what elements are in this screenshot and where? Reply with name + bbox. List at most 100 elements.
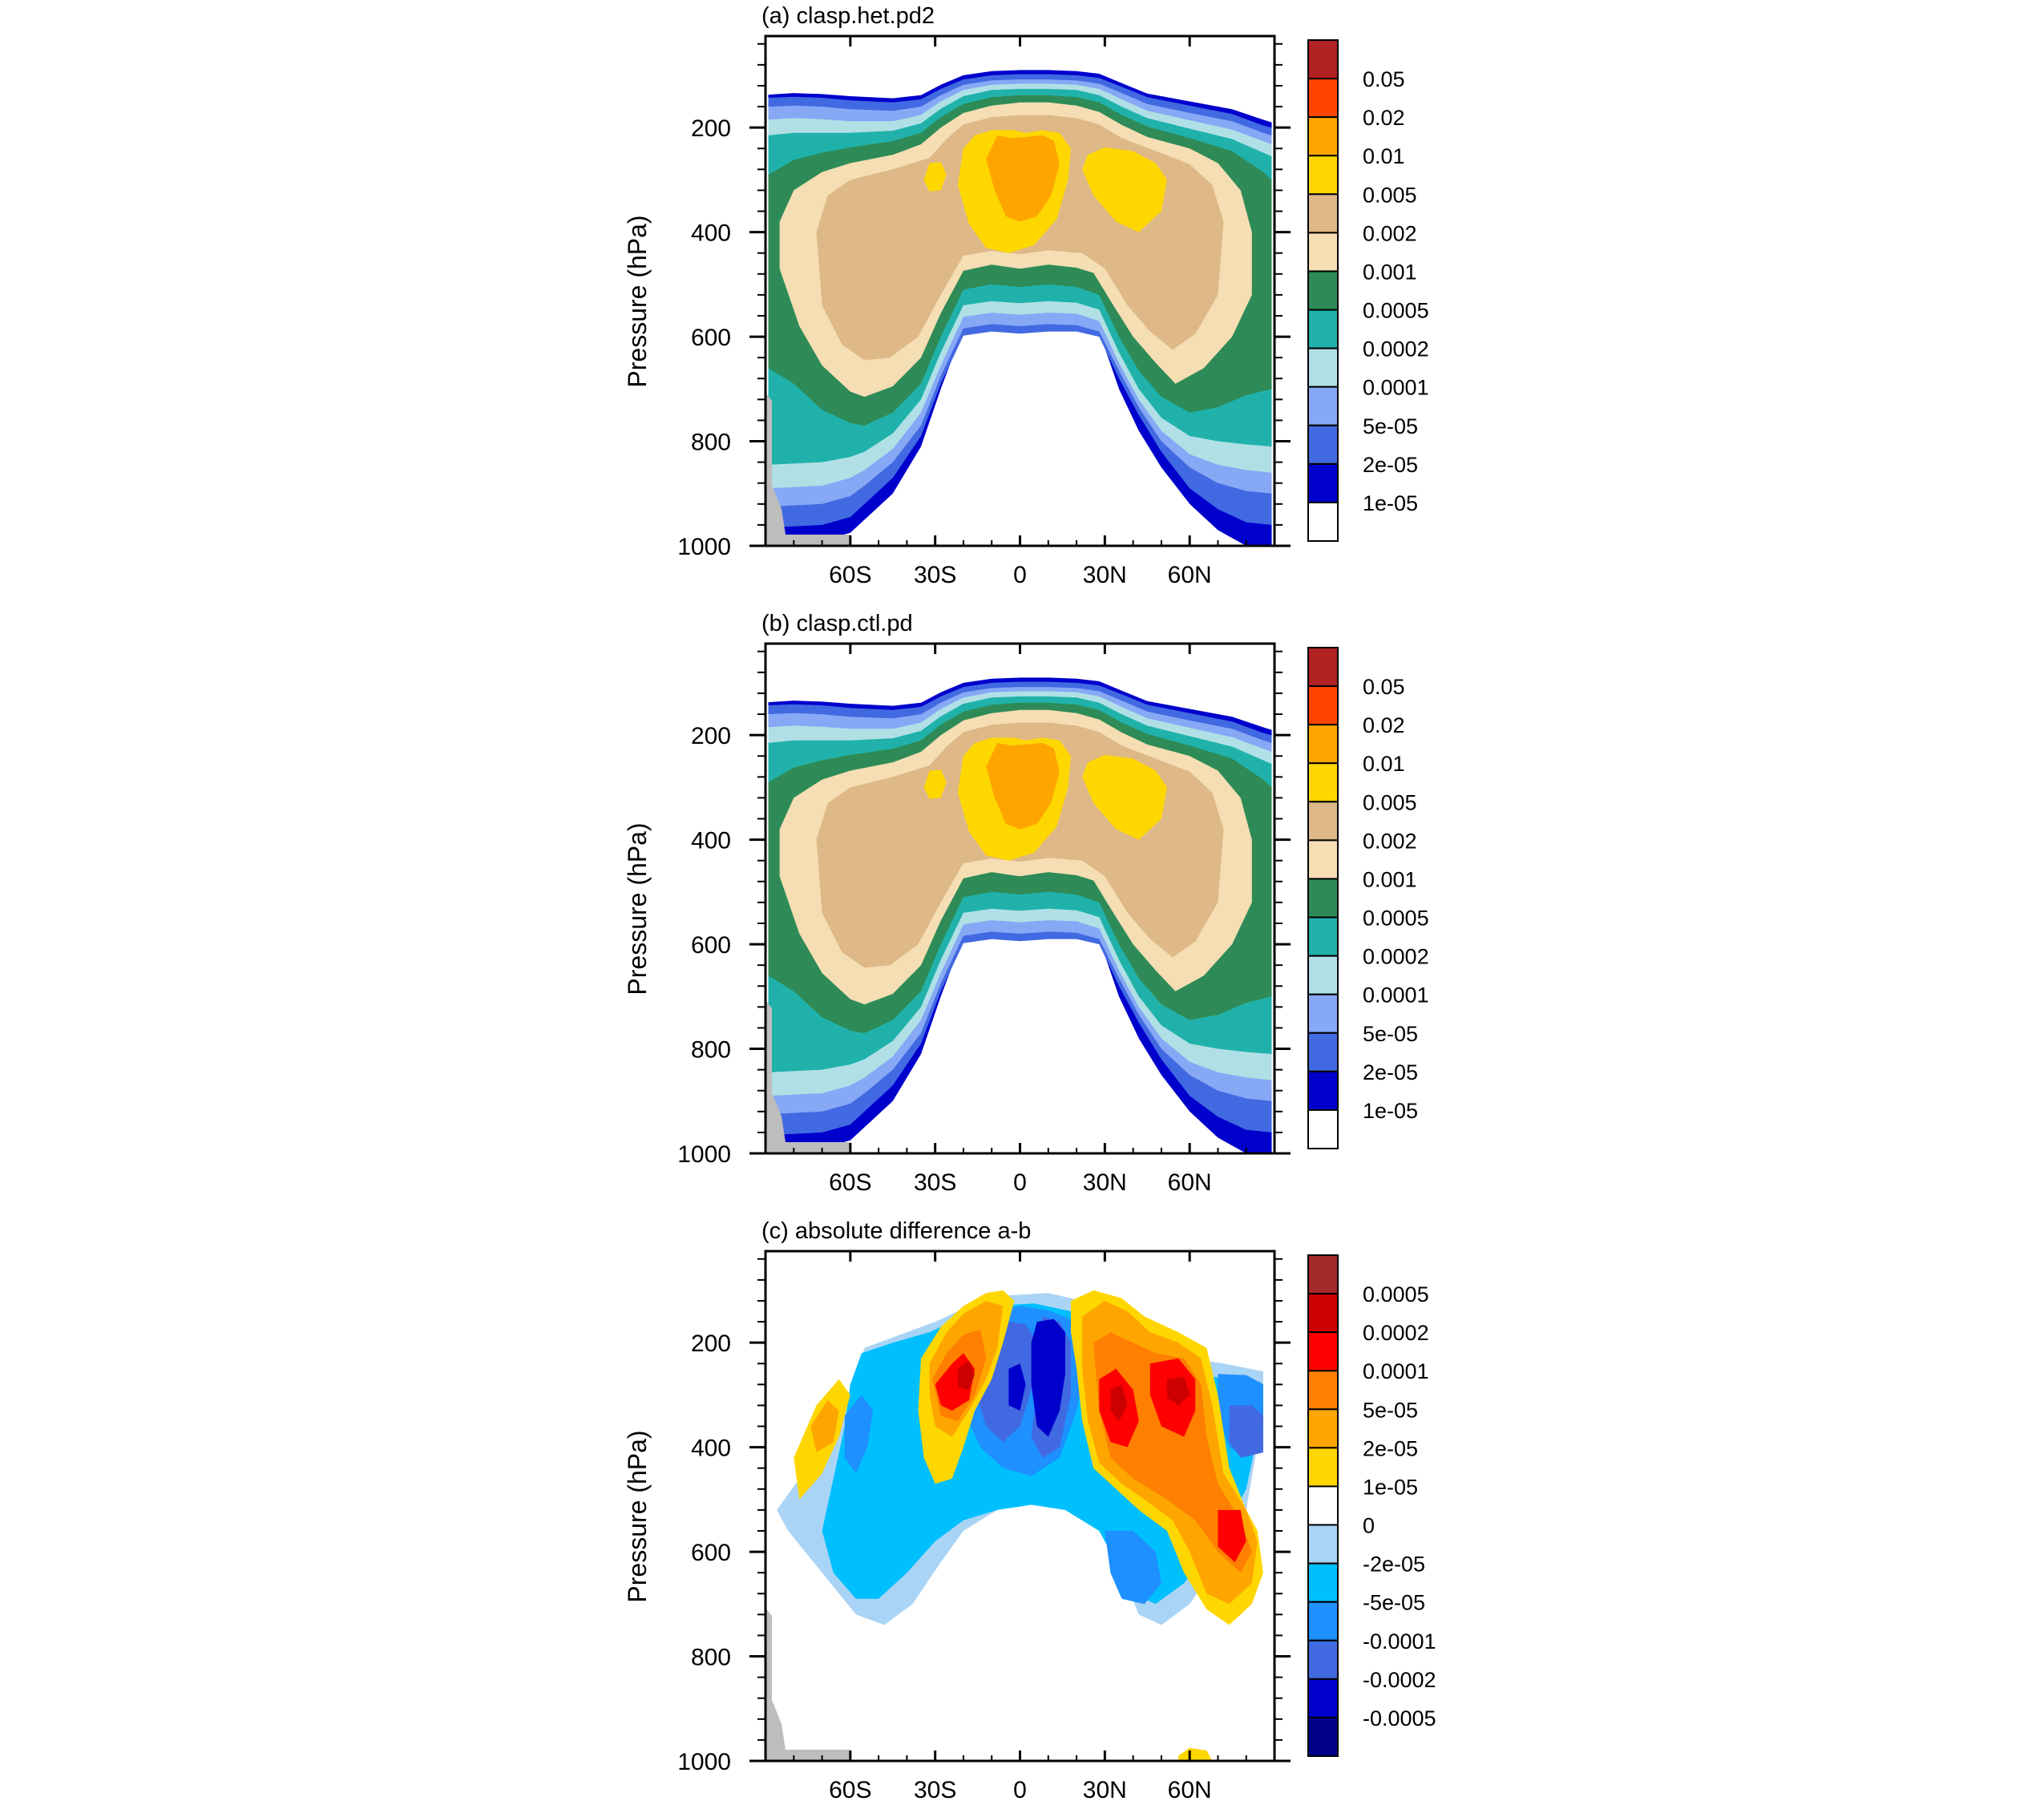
y-tick-label: 200 <box>691 1331 731 1357</box>
y-tick-label: 600 <box>691 325 731 351</box>
y-tick-label: 200 <box>691 723 731 749</box>
colorbar-label: 5e-05 <box>1363 1398 1418 1422</box>
colorbar-label: 2e-05 <box>1363 1060 1418 1084</box>
colorbar-swatch <box>1307 839 1339 880</box>
contour-region <box>1110 1384 1128 1421</box>
colorbar-label: 1e-05 <box>1363 491 1418 515</box>
colorbar-label: 0.002 <box>1363 829 1417 853</box>
missing-data-mask <box>765 393 850 546</box>
colorbar-swatch <box>1307 878 1339 919</box>
contour-fills <box>765 70 1272 546</box>
x-tick-label: 30S <box>914 562 956 588</box>
panel-b: (b) clasp.ctl.pd Pressure (hPa) 60S 30S 0 3… <box>623 611 1429 1196</box>
y-tick-label: 600 <box>691 932 731 959</box>
contour-region <box>923 769 947 799</box>
colorbar-swatch <box>1307 155 1339 196</box>
x-tick-label: 0 <box>1013 562 1027 588</box>
colorbar-swatch <box>1307 1639 1339 1680</box>
colorbar-swatch <box>1307 1601 1339 1641</box>
colorbar-label: 0.0001 <box>1363 983 1429 1007</box>
y-tick-label: 1000 <box>677 1141 731 1168</box>
colorbar-label: 0.0001 <box>1363 376 1429 400</box>
x-tick-label: 60N <box>1168 562 1212 588</box>
contour-region <box>810 1399 839 1453</box>
y-tick-label: 400 <box>691 220 731 247</box>
colorbar-label: 1e-05 <box>1363 1099 1418 1123</box>
colorbar-label: 0.01 <box>1363 144 1405 168</box>
x-tick-label: 30N <box>1083 1169 1127 1196</box>
plot-frame <box>764 642 1276 1155</box>
x-tick-label: 0 <box>1013 1777 1027 1803</box>
panel-title: (a) clasp.het.pd2 <box>761 3 935 29</box>
colorbar-label: -5e-05 <box>1363 1591 1425 1615</box>
colorbar-label: 0.0002 <box>1363 337 1429 361</box>
colorbar-label: 0.05 <box>1363 675 1405 699</box>
colorbar-swatch <box>1307 116 1339 157</box>
colorbar-swatch <box>1307 1370 1339 1411</box>
colorbar-label: 0.0002 <box>1363 945 1429 969</box>
contour-region <box>1082 754 1167 840</box>
missing-data-mask <box>765 1000 850 1153</box>
contour-region <box>1166 1376 1190 1406</box>
colorbar-swatch <box>1307 462 1339 503</box>
colorbar-swatch <box>1307 1293 1339 1334</box>
colorbar-swatch <box>1307 501 1339 543</box>
colorbar-label: 0.0005 <box>1363 1282 1429 1306</box>
y-axis: 200 400 600 800 1000 <box>677 650 1291 1168</box>
colorbar-label: 0.002 <box>1363 221 1417 245</box>
colorbar-swatch <box>1307 1524 1339 1565</box>
colorbar-swatch <box>1307 1108 1339 1150</box>
colorbar-swatch <box>1307 347 1339 388</box>
colorbar-swatch <box>1307 762 1339 803</box>
colorbar-label: -0.0005 <box>1363 1706 1436 1730</box>
colorbar-swatch <box>1307 1070 1339 1111</box>
colorbar-swatch <box>1307 1716 1339 1758</box>
colorbar-label: 0.005 <box>1363 183 1417 207</box>
colorbar-swatch <box>1307 1485 1339 1526</box>
contour-region <box>957 1361 976 1390</box>
colorbar-swatch <box>1307 955 1339 995</box>
colorbar-label: -0.0002 <box>1363 1668 1436 1692</box>
contour-fills <box>765 677 1272 1153</box>
panel-title: (c) absolute difference a-b <box>761 1218 1031 1244</box>
colorbar-label: 2e-05 <box>1363 1436 1418 1460</box>
colorbar: 0.05 0.02 0.01 0.005 0.002 0.001 0.0005 0.0002 0… <box>1307 39 1429 543</box>
colorbar-swatch <box>1307 1032 1339 1072</box>
colorbar-label: 0.0005 <box>1363 907 1429 931</box>
x-tick-label: 30N <box>1083 1777 1127 1803</box>
contour-region <box>986 135 1060 222</box>
y-tick-label: 400 <box>691 828 731 854</box>
x-tick-label: 30N <box>1083 562 1127 588</box>
colorbar-swatch <box>1307 39 1339 80</box>
colorbar-label: -0.0001 <box>1363 1629 1436 1654</box>
colorbar-label: 0.001 <box>1363 260 1417 284</box>
contour-fills <box>765 1290 1263 1761</box>
y-tick-label: 400 <box>691 1436 731 1462</box>
x-tick-label: 0 <box>1013 1169 1027 1196</box>
y-tick-label: 600 <box>691 1540 731 1566</box>
y-tick-label: 800 <box>691 1645 731 1671</box>
colorbar-label: -2e-05 <box>1363 1553 1425 1577</box>
colorbar-label: 0.0005 <box>1363 299 1429 323</box>
colorbar-swatch <box>1307 1254 1339 1295</box>
colorbar-swatch <box>1307 801 1339 842</box>
contour-region <box>1218 1509 1246 1563</box>
colorbar-swatch <box>1307 724 1339 765</box>
colorbar-swatch <box>1307 232 1339 273</box>
y-axis: 200 400 600 800 1000 <box>677 1258 1291 1775</box>
colorbar-label: 0.02 <box>1363 106 1405 130</box>
colorbar-swatch <box>1307 78 1339 119</box>
x-tick-label: 30S <box>914 1169 956 1196</box>
colorbar-label: 0.0002 <box>1363 1321 1429 1345</box>
colorbar-label: 0 <box>1363 1514 1375 1538</box>
colorbar-label: 0.005 <box>1363 790 1417 814</box>
colorbar-label: 0.05 <box>1363 67 1405 91</box>
colorbar-swatch <box>1307 424 1339 465</box>
colorbar-label: 1e-05 <box>1363 1475 1418 1499</box>
panel-title: (b) clasp.ctl.pd <box>761 611 913 636</box>
x-tick-label: 60S <box>829 1777 871 1803</box>
x-tick-label: 60S <box>829 562 871 588</box>
x-axis: 60S 30S 0 30N 60N <box>793 36 1247 588</box>
missing-data-mask <box>765 1608 850 1761</box>
